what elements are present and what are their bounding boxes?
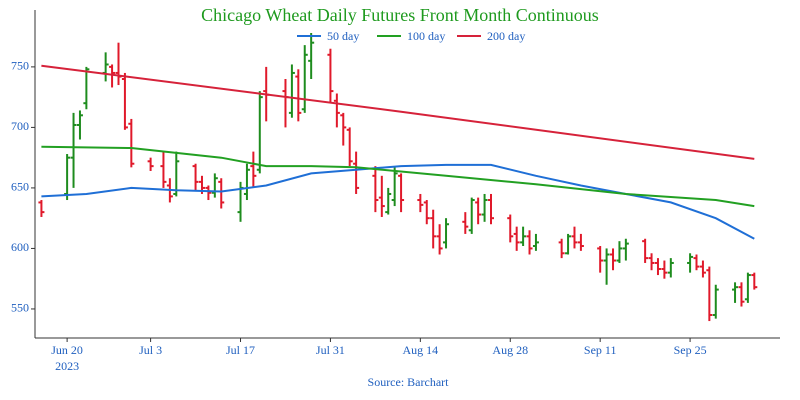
y-tick-label: 650 [11, 180, 29, 194]
moving-average-line [41, 145, 755, 208]
x-tick-sublabel: 2023 [55, 359, 79, 373]
source: Source: Barchart [368, 375, 450, 389]
x-tick-label: Sep 11 [584, 343, 617, 357]
x-tick-label: Sep 25 [674, 343, 707, 357]
legend-label: 200 day [487, 29, 525, 43]
x-tick-label: Aug 14 [403, 343, 439, 357]
moving-average-line [41, 163, 755, 240]
x-tick-label: Jul 17 [226, 343, 255, 357]
legend-label: 50 day [327, 29, 359, 43]
y-tick-label: 700 [11, 119, 29, 133]
y-tick-label: 600 [11, 240, 29, 254]
x-tick-label: Jun 20 [51, 343, 83, 357]
x-tick-label: Jul 31 [316, 343, 345, 357]
moving-average-line [41, 64, 755, 160]
chart-title: Chicago Wheat Daily Futures Front Month … [201, 5, 599, 25]
y-tick-label: 550 [11, 301, 29, 315]
x-tick-label: Jul 3 [139, 343, 162, 357]
x-tick-label: Aug 28 [492, 343, 528, 357]
y-tick-label: 750 [11, 59, 29, 73]
legend-label: 100 day [407, 29, 445, 43]
